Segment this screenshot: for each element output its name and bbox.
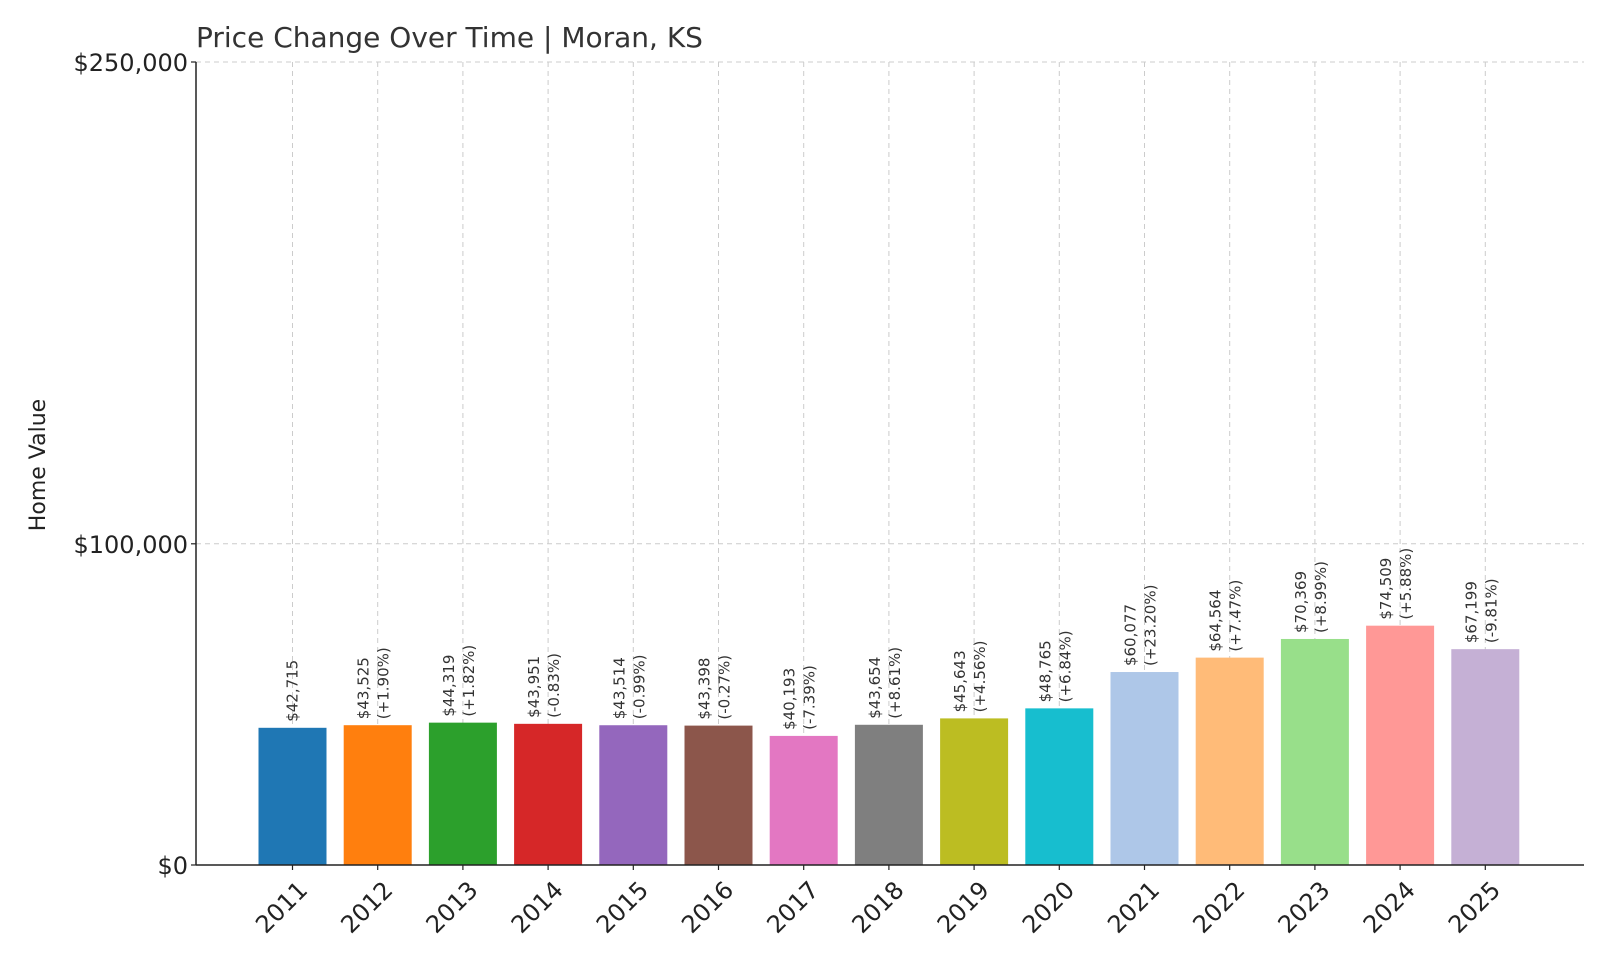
y-axis-label: Home Value bbox=[26, 399, 51, 531]
change-label: (+8.61%) bbox=[886, 647, 904, 719]
change-label: (+1.90%) bbox=[375, 647, 393, 719]
x-tick-label: 2022 bbox=[1187, 876, 1250, 939]
change-label: (-7.39%) bbox=[801, 665, 819, 730]
change-label: (+4.56%) bbox=[971, 640, 989, 712]
x-tick-label: 2011 bbox=[250, 876, 313, 939]
value-label: $60,077 bbox=[1122, 604, 1140, 666]
value-label: $40,193 bbox=[781, 668, 799, 730]
price-change-chart: Price Change Over Time | Moran, KS Home … bbox=[0, 0, 1600, 960]
x-tick-label: 2013 bbox=[421, 876, 484, 939]
value-label: $70,369 bbox=[1292, 571, 1310, 633]
bar-2011 bbox=[259, 728, 327, 865]
x-tick-label: 2024 bbox=[1358, 876, 1421, 939]
x-tick-label: 2023 bbox=[1273, 876, 1336, 939]
bar-2018 bbox=[855, 725, 923, 865]
change-label: (+5.88%) bbox=[1397, 548, 1415, 620]
chart-title: Price Change Over Time | Moran, KS bbox=[196, 21, 703, 54]
bar-2012 bbox=[344, 725, 412, 865]
x-tick-label: 2014 bbox=[506, 876, 569, 939]
change-label: (-0.27%) bbox=[716, 655, 734, 720]
x-tick-label: 2018 bbox=[847, 876, 910, 939]
change-label: (+23.20%) bbox=[1142, 585, 1160, 666]
value-label: $42,715 bbox=[284, 660, 302, 722]
bar-2022 bbox=[1196, 658, 1264, 865]
bar-2019 bbox=[940, 718, 1008, 865]
bar-2013 bbox=[429, 723, 497, 865]
bar-2023 bbox=[1281, 639, 1349, 865]
value-label: $44,319 bbox=[440, 655, 458, 717]
change-label: (-0.99%) bbox=[630, 654, 648, 719]
bar-2021 bbox=[1111, 672, 1179, 865]
y-tick-label: $250,000 bbox=[73, 49, 188, 77]
bar-2015 bbox=[599, 725, 667, 865]
value-label: $74,509 bbox=[1377, 558, 1395, 620]
value-label: $48,765 bbox=[1036, 640, 1054, 702]
x-tick-label: 2016 bbox=[676, 876, 739, 939]
value-label: $67,199 bbox=[1462, 581, 1480, 643]
y-tick-label: $100,000 bbox=[73, 531, 188, 559]
bar-2025 bbox=[1451, 649, 1519, 865]
value-label: $43,654 bbox=[866, 657, 884, 719]
bar-2020 bbox=[1025, 708, 1093, 865]
x-tick-label: 2019 bbox=[932, 876, 995, 939]
value-label: $43,398 bbox=[696, 658, 714, 720]
value-label: $43,514 bbox=[610, 657, 628, 719]
x-tick-label: 2015 bbox=[591, 876, 654, 939]
change-label: (-0.83%) bbox=[545, 653, 563, 718]
bar-2014 bbox=[514, 724, 582, 865]
change-label: (+6.84%) bbox=[1056, 630, 1074, 702]
x-tick-label: 2020 bbox=[1017, 876, 1080, 939]
change-label: (+1.82%) bbox=[460, 645, 478, 717]
change-label: (+7.47%) bbox=[1227, 580, 1245, 652]
x-tick-label: 2025 bbox=[1443, 876, 1506, 939]
value-label: $43,951 bbox=[525, 656, 543, 718]
value-label: $45,643 bbox=[951, 650, 969, 712]
x-tick-label: 2012 bbox=[335, 876, 398, 939]
value-label: $43,525 bbox=[355, 657, 373, 719]
value-label: $64,564 bbox=[1207, 590, 1225, 652]
bar-2017 bbox=[770, 736, 838, 865]
x-tick-label: 2017 bbox=[761, 876, 824, 939]
change-label: (-9.81%) bbox=[1482, 578, 1500, 643]
bar-2016 bbox=[685, 726, 753, 865]
y-tick-label: $0 bbox=[157, 852, 188, 880]
x-tick-label: 2021 bbox=[1102, 876, 1165, 939]
change-label: (+8.99%) bbox=[1312, 561, 1330, 633]
bar-2024 bbox=[1366, 626, 1434, 865]
